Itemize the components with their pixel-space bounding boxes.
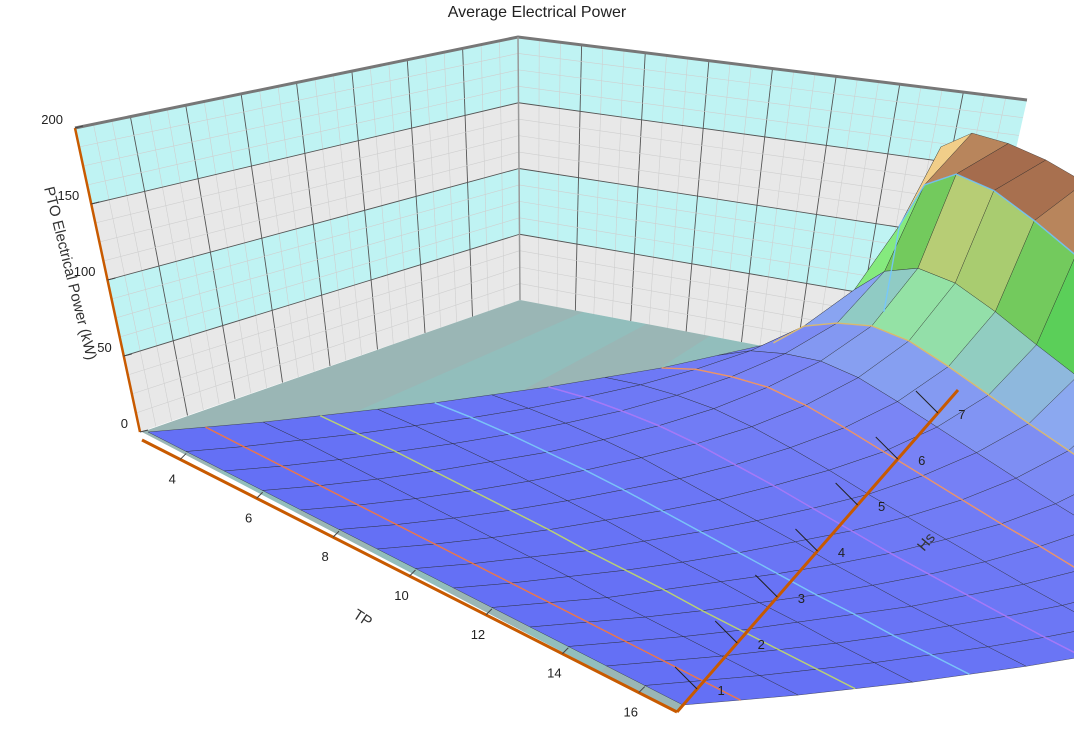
x-tick-mark <box>332 530 340 538</box>
surface-cell <box>1054 494 1074 516</box>
z-tick-mark <box>91 201 100 205</box>
surface-contour-line <box>773 322 1074 456</box>
surface-contour-line <box>319 415 856 690</box>
z-tick-label: 150 <box>58 188 80 203</box>
y-tick-label: 6 <box>918 453 925 468</box>
left-wall <box>75 37 521 432</box>
y-tick-label: 7 <box>958 407 965 422</box>
x-ticks: 4 6 8 10 12 14 16 <box>169 453 646 720</box>
wall-center-edge <box>517 36 521 301</box>
x-tick-label: 6 <box>245 510 252 525</box>
y-tick-mark <box>674 666 698 690</box>
z-ticks: 0 50 100 150 200 <box>41 112 149 433</box>
wall-gridline <box>115 201 520 319</box>
wall-gridline <box>111 184 520 300</box>
x-tick-label: 4 <box>169 471 176 486</box>
wall-gridline <box>127 250 520 376</box>
x-tick-label: 16 <box>624 705 638 720</box>
x-tick-mark <box>179 453 187 460</box>
surface-contour-line <box>883 173 1074 313</box>
surface-mesh <box>147 132 1074 706</box>
y-tick-label: 1 <box>717 683 724 698</box>
wall-gridline <box>123 233 520 357</box>
z-tick-mark <box>139 429 149 433</box>
y-tick-mark <box>915 390 939 414</box>
wall-gridline <box>518 69 1020 136</box>
z-tick-label: 50 <box>97 340 111 355</box>
surface-contour-line <box>548 386 1074 654</box>
x-tick-mark <box>485 608 493 616</box>
wall-gridline <box>87 86 519 186</box>
wall-gridline <box>91 102 519 205</box>
z-tick-mark <box>107 277 116 281</box>
wall-gridline <box>95 118 519 224</box>
surface-cell <box>1068 445 1074 455</box>
wall-gridline <box>518 102 1012 172</box>
y-tick-mark <box>875 436 899 460</box>
surface-cell <box>1061 602 1074 613</box>
x-tick-label: 12 <box>471 627 485 642</box>
z-tick-mark <box>74 125 84 129</box>
wall-gridline <box>131 266 520 395</box>
z-tick-label: 0 <box>121 416 128 431</box>
y-ticks: 1 2 3 4 5 6 7 <box>674 390 966 698</box>
wall-gridline <box>103 151 519 262</box>
x-tick-label: 8 <box>321 549 328 564</box>
wall-gridline <box>518 53 1024 119</box>
x-axis-label: TP <box>350 606 375 631</box>
surface-contour-line <box>434 402 970 675</box>
x-tick-label: 10 <box>394 588 408 603</box>
wall-gridline <box>83 69 519 167</box>
wall-gridline <box>107 168 520 281</box>
z-tick-label: 200 <box>41 112 63 127</box>
wall-gridline <box>518 86 1016 154</box>
left-wall-band <box>91 102 520 280</box>
left-wall-band <box>107 168 520 356</box>
z-tick-label: 100 <box>74 264 96 279</box>
wall-gridline <box>78 53 519 148</box>
y-tick-mark <box>795 528 818 552</box>
wall-gridline <box>99 135 519 243</box>
x-tick-mark <box>638 686 646 693</box>
right-wall-band <box>518 102 1011 242</box>
x-tick-mark <box>562 647 569 655</box>
y-tick-label: 2 <box>758 637 765 652</box>
surface-contour-line <box>661 367 1074 568</box>
x-tick-mark <box>256 491 263 499</box>
left-wall-band <box>123 234 521 432</box>
x-tick-mark <box>409 569 416 577</box>
z-tick-mark <box>123 353 132 357</box>
wall-gridline <box>135 283 520 414</box>
y-tick-label: 3 <box>798 591 805 606</box>
y-tick-label: 5 <box>878 499 885 514</box>
y-tick-label: 4 <box>838 545 845 560</box>
wall-gridline <box>119 217 520 338</box>
y-tick-mark <box>714 620 738 644</box>
x-tick-label: 14 <box>547 666 561 681</box>
y-tick-mark <box>835 482 858 506</box>
surface-contour-line <box>205 426 741 701</box>
chart-title: Average Electrical Power <box>448 4 627 21</box>
y-tick-mark <box>755 574 778 598</box>
